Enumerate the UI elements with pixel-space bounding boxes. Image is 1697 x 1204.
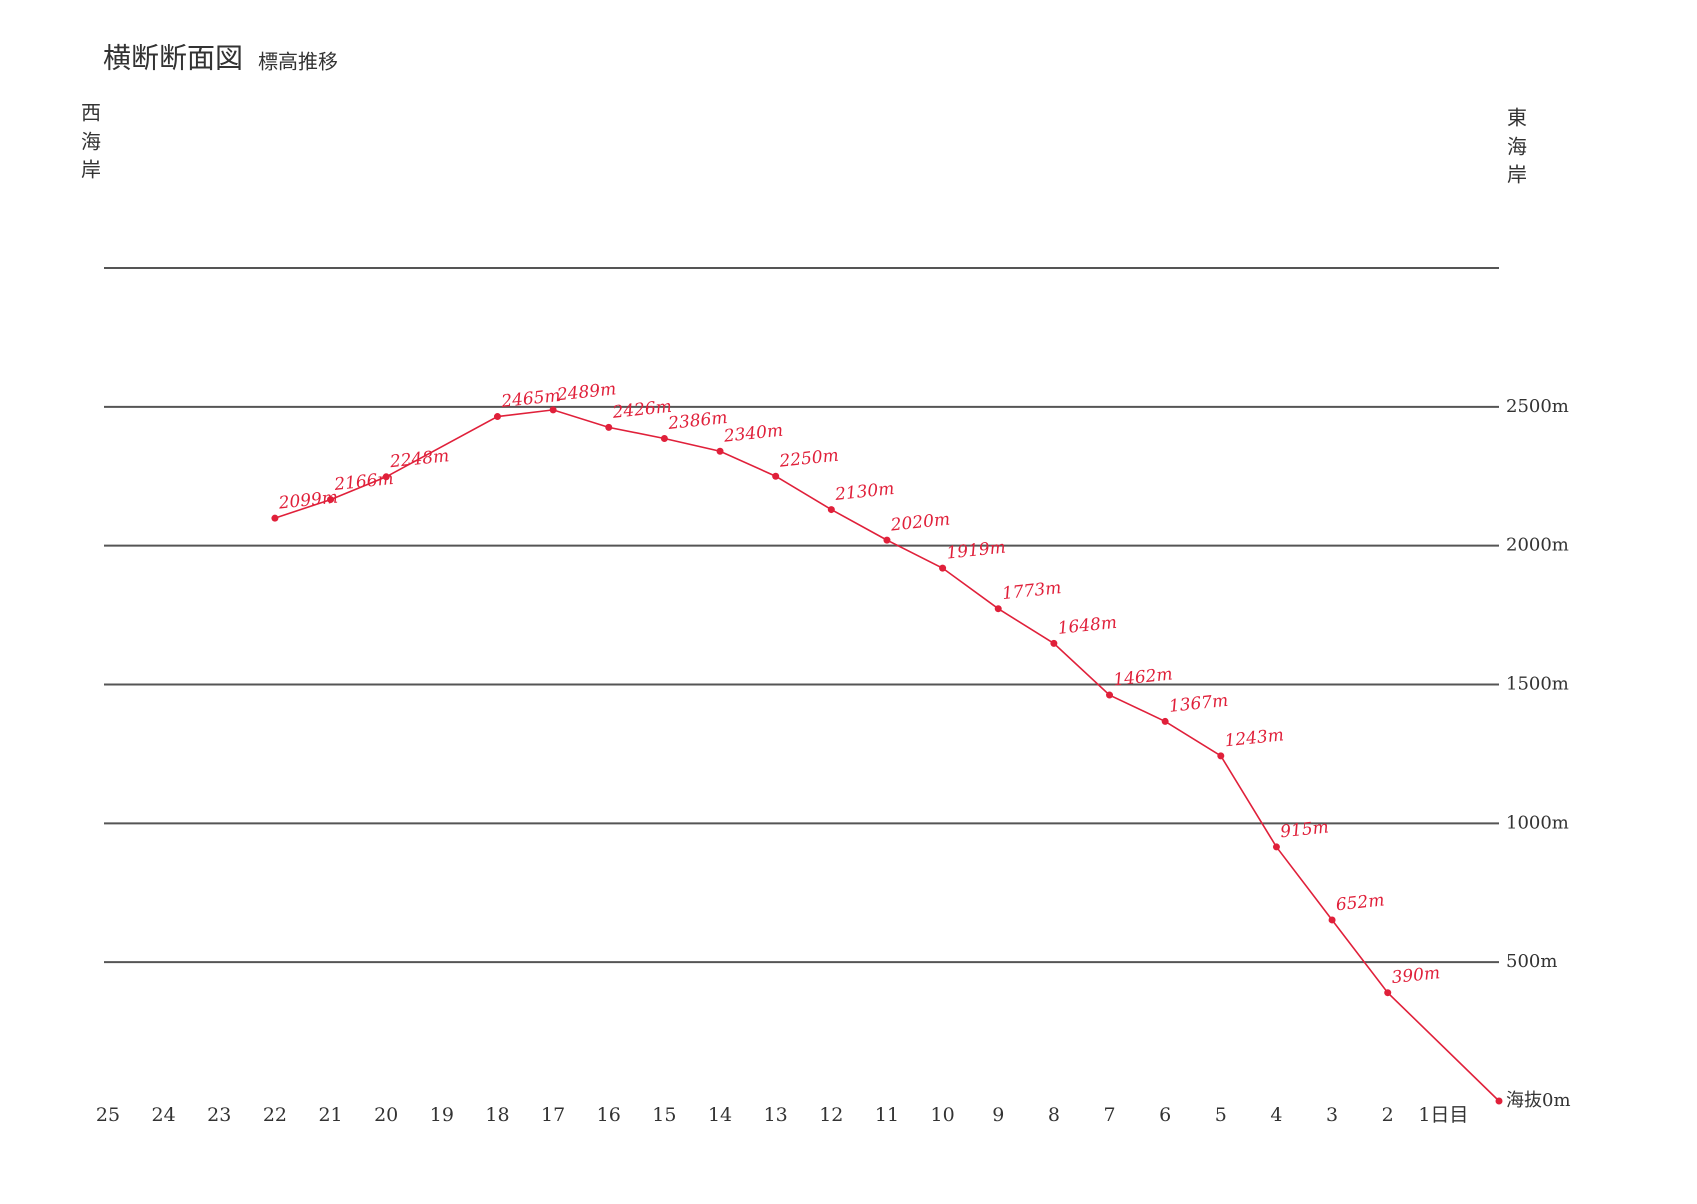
x-tick-label: 3 [1326,1104,1338,1126]
y-tick-label: 2000m [1506,535,1569,556]
x-tick-label: 4 [1270,1104,1282,1126]
x-tick-label: 9 [992,1104,1004,1126]
point [327,496,335,504]
point [716,447,724,455]
x-tick-label: 21 [318,1104,342,1126]
point [1217,752,1225,760]
point [1384,989,1392,997]
y-tick-label: 500m [1506,951,1557,972]
x-tick-label: 22 [263,1104,287,1126]
point [549,406,557,414]
y-tick-label: 2500m [1506,396,1569,417]
point [660,434,668,442]
annotation: 海 [81,130,101,154]
annotation: 海 [1507,135,1527,159]
x-tick-label: 6 [1159,1104,1171,1126]
x-tick-label: 17 [541,1104,565,1126]
x-tick-label: 20 [374,1104,398,1126]
x-tick-label: 18 [485,1104,509,1126]
x-tick-label: 14 [708,1104,732,1126]
x-tick-label: 25 [96,1104,120,1126]
y-tick-label: 1500m [1506,674,1569,695]
x-tick-label: 10 [931,1104,955,1126]
x-tick-label: 15 [652,1104,676,1126]
annotation: 東 [1507,106,1527,130]
point [883,536,891,544]
point [605,423,613,431]
point [1106,691,1114,699]
point [1495,1097,1503,1105]
x-tick-label: 23 [207,1104,231,1126]
y-tick-label: 1000m [1506,812,1569,833]
annotation: 岸 [81,158,101,182]
point [827,506,835,514]
x-tick-label: 5 [1215,1104,1227,1126]
x-tick-label: 24 [152,1104,176,1126]
x-tick-label: 13 [764,1104,788,1126]
point [939,564,947,572]
x-tick-label: 2 [1382,1104,1394,1126]
x-tick-label: 11 [875,1104,899,1126]
point [772,472,780,480]
annotation: 岸 [1507,163,1527,187]
point [994,605,1002,613]
point [493,413,501,421]
x-tick-label: 8 [1048,1104,1060,1126]
point [1328,916,1336,924]
y-tick-label: 海抜0m [1506,1090,1571,1111]
chart-subtitle: 標高推移 [258,50,338,74]
point [1272,843,1280,851]
annotation: 西 [81,101,101,125]
x-tick-label: 12 [819,1104,843,1126]
point [1050,639,1058,647]
x-tick-label: 7 [1103,1104,1115,1126]
point [382,473,390,481]
point [271,514,279,522]
x-tick-label: 16 [597,1104,621,1126]
point [1161,717,1169,725]
x-tick-label: 19 [430,1104,454,1126]
x-tick-label: 1日目 [1418,1104,1468,1126]
chart-title: 横断断面図 [103,42,243,75]
